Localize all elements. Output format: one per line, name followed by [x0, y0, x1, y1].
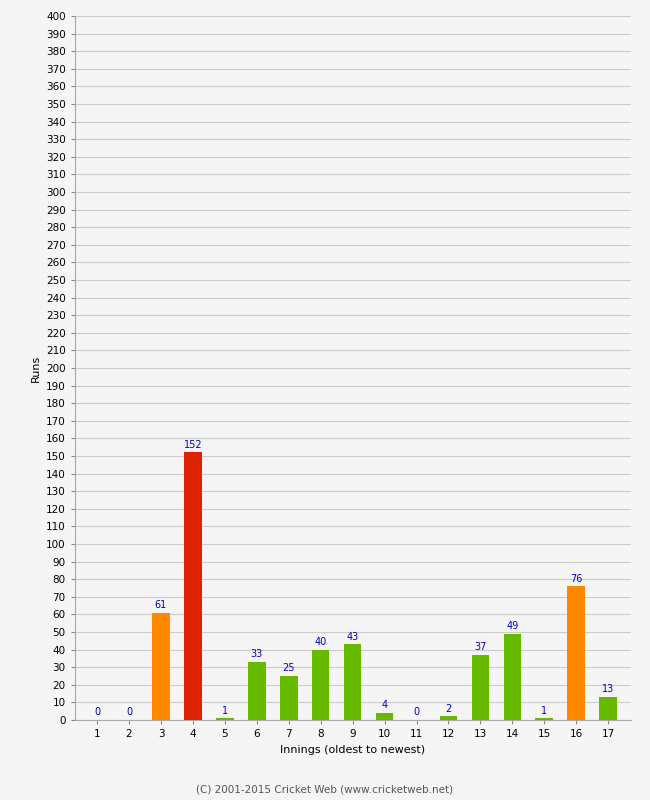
Text: 1: 1: [222, 706, 228, 715]
Bar: [439, 717, 457, 720]
Text: 49: 49: [506, 621, 519, 631]
Text: 1: 1: [541, 706, 547, 715]
Text: 4: 4: [382, 700, 387, 710]
Bar: [504, 634, 521, 720]
Text: 43: 43: [346, 632, 359, 642]
Text: 2: 2: [445, 704, 452, 714]
Text: 76: 76: [570, 574, 582, 584]
Bar: [152, 613, 170, 720]
X-axis label: Innings (oldest to newest): Innings (oldest to newest): [280, 745, 425, 754]
Text: 0: 0: [94, 707, 100, 718]
Bar: [280, 676, 298, 720]
Bar: [567, 586, 585, 720]
Text: 33: 33: [251, 650, 263, 659]
Text: 152: 152: [183, 440, 202, 450]
Bar: [216, 718, 233, 720]
Text: 37: 37: [474, 642, 487, 652]
Bar: [248, 662, 266, 720]
Bar: [184, 453, 202, 720]
Bar: [472, 655, 489, 720]
Text: 13: 13: [602, 685, 614, 694]
Bar: [344, 644, 361, 720]
Bar: [599, 697, 617, 720]
Bar: [536, 718, 553, 720]
Text: 0: 0: [126, 707, 132, 718]
Bar: [312, 650, 330, 720]
Bar: [376, 713, 393, 720]
Text: 0: 0: [413, 707, 419, 718]
Y-axis label: Runs: Runs: [31, 354, 40, 382]
Text: 61: 61: [155, 600, 167, 610]
Text: (C) 2001-2015 Cricket Web (www.cricketweb.net): (C) 2001-2015 Cricket Web (www.cricketwe…: [196, 784, 454, 794]
Text: 40: 40: [315, 637, 327, 647]
Text: 25: 25: [283, 663, 295, 674]
